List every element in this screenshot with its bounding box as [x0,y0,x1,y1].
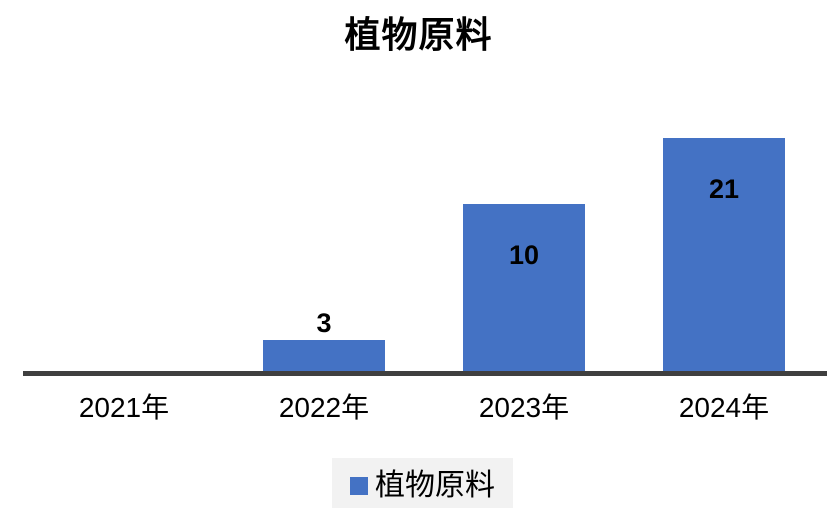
x-axis-label: 2022年 [278,392,370,423]
legend-swatch-icon [350,477,368,495]
bar-2024年 [663,138,785,372]
x-axis-label: 2023年 [478,392,570,423]
bar-2022年 [263,340,385,372]
legend-label: 植物原料 [375,468,495,503]
x-axis-label: 2024年 [678,392,770,423]
bar-value-label: 21 [708,174,740,204]
x-axis-line [23,371,827,376]
bar-value-label: 10 [508,240,540,270]
chart-title: 植物原料 [344,14,493,56]
legend: 植物原料 [332,458,513,508]
bar-value-label: 3 [316,308,332,338]
x-axis-label: 2021年 [78,392,170,423]
bar-2023年 [463,204,585,372]
